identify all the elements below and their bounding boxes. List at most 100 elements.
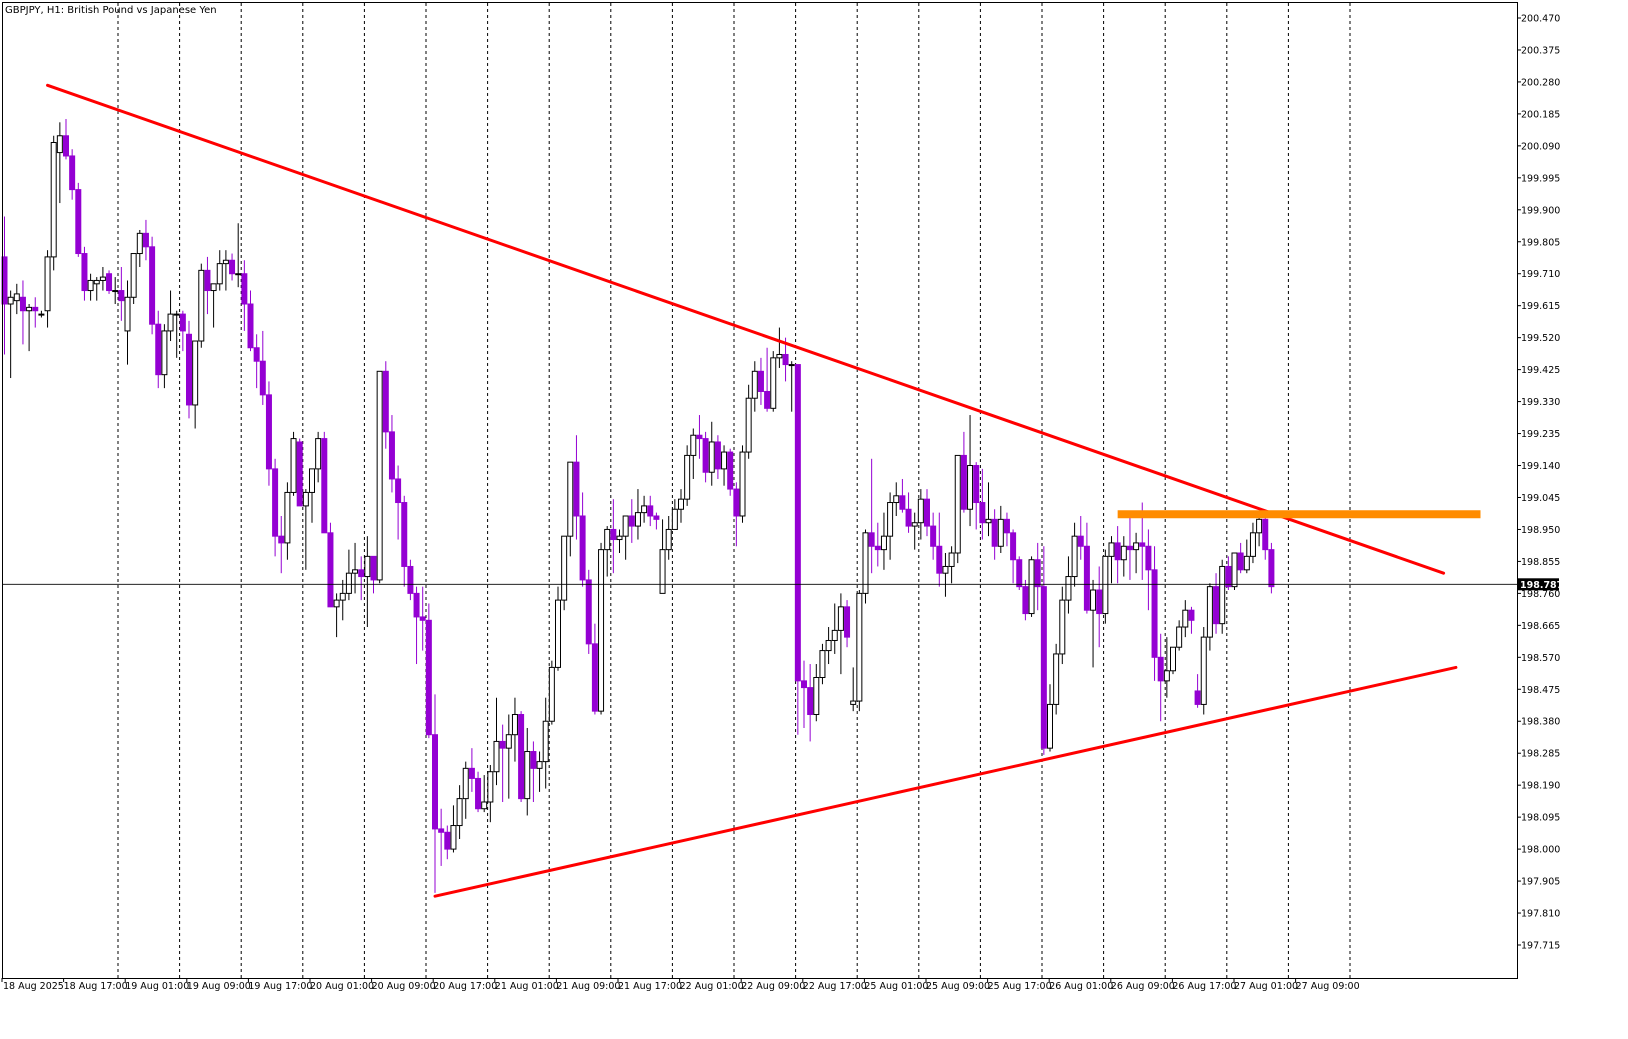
candle-body (13, 293, 20, 302)
candle (1170, 646, 1176, 675)
candle-body (561, 535, 568, 601)
candle-body (844, 606, 851, 638)
candle-body (444, 831, 451, 850)
candle-body (1102, 555, 1109, 615)
candle-body (794, 364, 801, 682)
candle-body (702, 438, 709, 473)
candle-body (985, 518, 992, 524)
candle (573, 435, 580, 540)
candle-body (69, 155, 76, 191)
candle-body (727, 451, 734, 490)
candle (782, 337, 789, 382)
candle-body (235, 273, 242, 276)
candle (880, 512, 887, 570)
candle (764, 347, 771, 412)
candle-body (739, 451, 746, 517)
ascending-trendline[interactable] (433, 665, 1458, 898)
candle-body (979, 502, 986, 524)
candle (112, 277, 119, 305)
candle-body (32, 306, 39, 312)
x-tick-label: 19 Aug 17:00 (248, 981, 312, 992)
candle (438, 808, 445, 866)
candle (370, 555, 377, 594)
candle (1163, 637, 1170, 698)
candle-body (1120, 545, 1127, 561)
descending-trendline[interactable] (46, 83, 1446, 575)
x-tick-label: 18 Aug 17:00 (64, 981, 128, 992)
candle (745, 384, 752, 459)
candles-layer (1, 118, 1275, 893)
candle (1145, 529, 1152, 611)
candle (1151, 546, 1158, 681)
candle-body (1151, 569, 1158, 658)
candle (813, 664, 820, 722)
candle-body (653, 515, 660, 520)
candle-body (598, 549, 605, 712)
candle (1059, 586, 1066, 665)
candle-body (757, 370, 764, 392)
candle (1065, 556, 1072, 614)
candle (296, 438, 303, 507)
candle (333, 593, 340, 638)
candle-body (967, 465, 974, 510)
drawings-layer (46, 83, 1481, 898)
candle (634, 489, 641, 540)
current-price-label-bg (1517, 578, 1559, 591)
y-tick-label: 200.090 (1521, 141, 1560, 152)
chart-title: GBPJPY, H1: British Pound vs Japanese Ye… (5, 5, 217, 16)
x-tick-label: 21 Aug 09:00 (556, 981, 620, 992)
candle-body (1139, 542, 1146, 547)
candle (198, 263, 205, 348)
candle-body (1268, 549, 1275, 588)
candle-body (665, 528, 672, 551)
y-tick-label: 199.235 (1521, 429, 1560, 440)
candle (542, 697, 549, 789)
candle (801, 660, 807, 728)
candle-body (401, 502, 408, 567)
candle-body (770, 357, 777, 409)
candle-body (573, 461, 580, 517)
candle-body (917, 498, 924, 524)
y-tick-label: 199.615 (1521, 301, 1560, 312)
candle (425, 603, 432, 739)
candle (684, 445, 691, 506)
candle-body (364, 555, 371, 578)
plot-frame (2, 2, 1518, 979)
candle-body (850, 700, 857, 705)
x-tick-label: 22 Aug 09:00 (741, 981, 805, 992)
candle (665, 515, 672, 560)
candle-body (801, 680, 807, 689)
candle (579, 492, 586, 587)
candle-body (1163, 670, 1170, 682)
candle-body (874, 545, 881, 551)
candle-body (518, 714, 525, 800)
x-tick-label: 27 Aug 01:00 (1234, 981, 1298, 992)
candle (81, 246, 88, 301)
candle (382, 361, 389, 449)
candle (444, 825, 451, 860)
candle (1053, 643, 1060, 715)
candle (38, 310, 45, 318)
candle (364, 536, 371, 628)
candle (1040, 546, 1047, 755)
x-tick-label: 19 Aug 09:00 (187, 981, 251, 992)
candle (518, 711, 525, 802)
candle (807, 664, 814, 742)
candle-body (50, 141, 57, 258)
candle (524, 727, 531, 816)
y-tick-label: 199.045 (1521, 493, 1560, 504)
candle (653, 512, 660, 530)
candle-body (548, 666, 555, 722)
candle (106, 270, 113, 294)
x-tick-label: 18 Aug 2025 (3, 981, 64, 992)
candle (284, 482, 291, 560)
candle (794, 364, 801, 735)
candle (1071, 522, 1078, 587)
candle (671, 499, 678, 530)
candle-body (296, 441, 303, 507)
candle (917, 489, 924, 540)
candle (339, 579, 346, 621)
current-price-label: 198.787 (1520, 580, 1563, 591)
